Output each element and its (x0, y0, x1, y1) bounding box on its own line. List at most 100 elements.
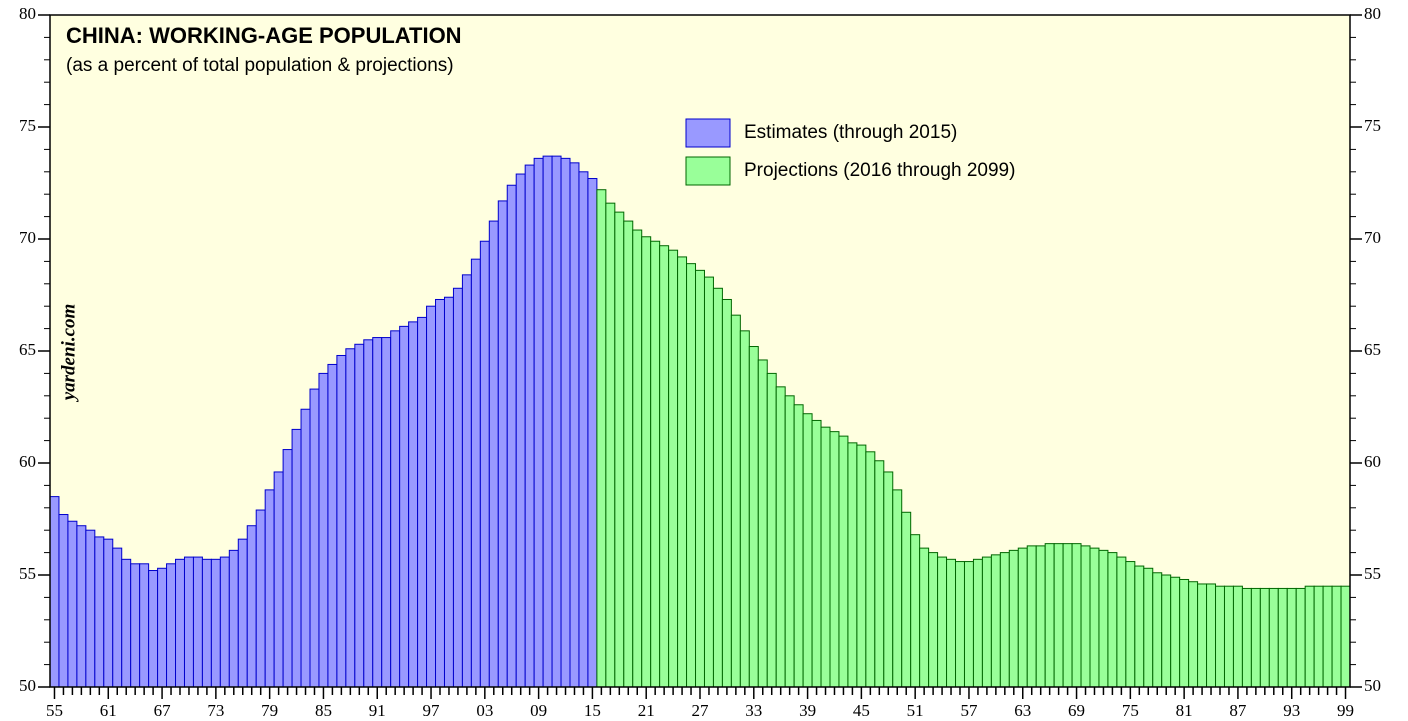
bar (1035, 545, 1046, 688)
x-tick-label: 61 (100, 701, 117, 720)
bar (1340, 585, 1351, 688)
bar (399, 325, 410, 688)
x-tick-label: 51 (907, 701, 924, 720)
bar (775, 386, 786, 688)
bar (766, 372, 777, 688)
bar (919, 547, 930, 688)
bar (372, 337, 383, 688)
bar (390, 330, 401, 688)
bar (847, 442, 858, 688)
bar (865, 451, 876, 688)
bar (443, 296, 454, 688)
bar (614, 211, 625, 688)
bar (345, 348, 356, 688)
bar (327, 363, 338, 688)
bar (408, 321, 419, 688)
bar (1197, 583, 1208, 688)
x-tick-label: 09 (530, 701, 547, 720)
bar (946, 558, 957, 688)
bar (452, 287, 463, 688)
bar (1134, 565, 1145, 688)
bar (955, 561, 965, 688)
y-tick-label: 50 (19, 676, 36, 695)
bar (596, 189, 607, 688)
x-tick-label: 79 (261, 701, 278, 720)
bar (1250, 587, 1261, 688)
bar (641, 236, 652, 688)
bar (201, 558, 212, 688)
bar (1080, 545, 1091, 688)
bar (587, 178, 598, 688)
bar (1152, 572, 1163, 688)
bar (139, 563, 150, 688)
bar (856, 444, 867, 688)
bar (551, 155, 562, 688)
x-tick-label: 57 (960, 701, 978, 720)
bar (246, 525, 257, 688)
chart-title: CHINA: WORKING-AGE POPULATION (66, 23, 462, 48)
bar (695, 269, 705, 688)
bar (963, 561, 974, 688)
legend-label: Estimates (through 2015) (744, 122, 957, 143)
bar (175, 558, 185, 688)
bar (901, 511, 912, 688)
bar (121, 558, 132, 688)
bar (488, 220, 499, 688)
bar (1215, 585, 1225, 688)
bar (578, 171, 589, 688)
bar (1268, 587, 1279, 688)
bar (1304, 585, 1315, 688)
bar (730, 314, 741, 688)
bar (1044, 543, 1055, 688)
x-tick-label: 97 (423, 701, 441, 720)
bar (999, 552, 1010, 688)
bar (479, 240, 490, 688)
bar (1107, 552, 1118, 688)
x-tick-label: 63 (1014, 701, 1031, 720)
bar (829, 431, 840, 688)
bar (85, 529, 96, 688)
x-tick-label: 03 (476, 701, 493, 720)
bar (668, 249, 679, 688)
bar (354, 343, 365, 688)
bar (748, 346, 759, 688)
x-tick-label: 91 (369, 701, 386, 720)
bar (49, 496, 60, 688)
bar (811, 419, 822, 688)
x-tick-label: 75 (1122, 701, 1139, 720)
y-tick-label: 50 (1364, 676, 1381, 695)
bar (426, 305, 437, 688)
y-tick-label: 55 (1364, 564, 1381, 583)
bar (892, 489, 903, 688)
bar (721, 298, 732, 688)
bar (990, 554, 1001, 688)
bar (928, 552, 939, 688)
bar (1053, 543, 1064, 688)
bar (703, 276, 714, 688)
bar (264, 489, 275, 688)
bar (273, 471, 284, 688)
y-tick-label: 65 (19, 340, 36, 359)
bar (623, 220, 634, 688)
bar (237, 538, 248, 688)
bar (282, 449, 293, 688)
bar (1313, 585, 1324, 688)
y-tick-label: 55 (19, 564, 36, 583)
bar (937, 556, 948, 688)
bar (461, 274, 472, 688)
x-tick-label: 69 (1068, 701, 1085, 720)
bar (659, 245, 670, 688)
bar (183, 556, 194, 688)
bar (417, 316, 428, 688)
bar (1277, 587, 1288, 688)
bar (94, 536, 105, 688)
bar (874, 460, 885, 688)
x-tick-label: 73 (207, 701, 224, 720)
bar (1232, 585, 1243, 688)
bar (1259, 587, 1270, 688)
bar (76, 525, 87, 688)
bar (336, 354, 347, 688)
bar (1098, 549, 1109, 688)
